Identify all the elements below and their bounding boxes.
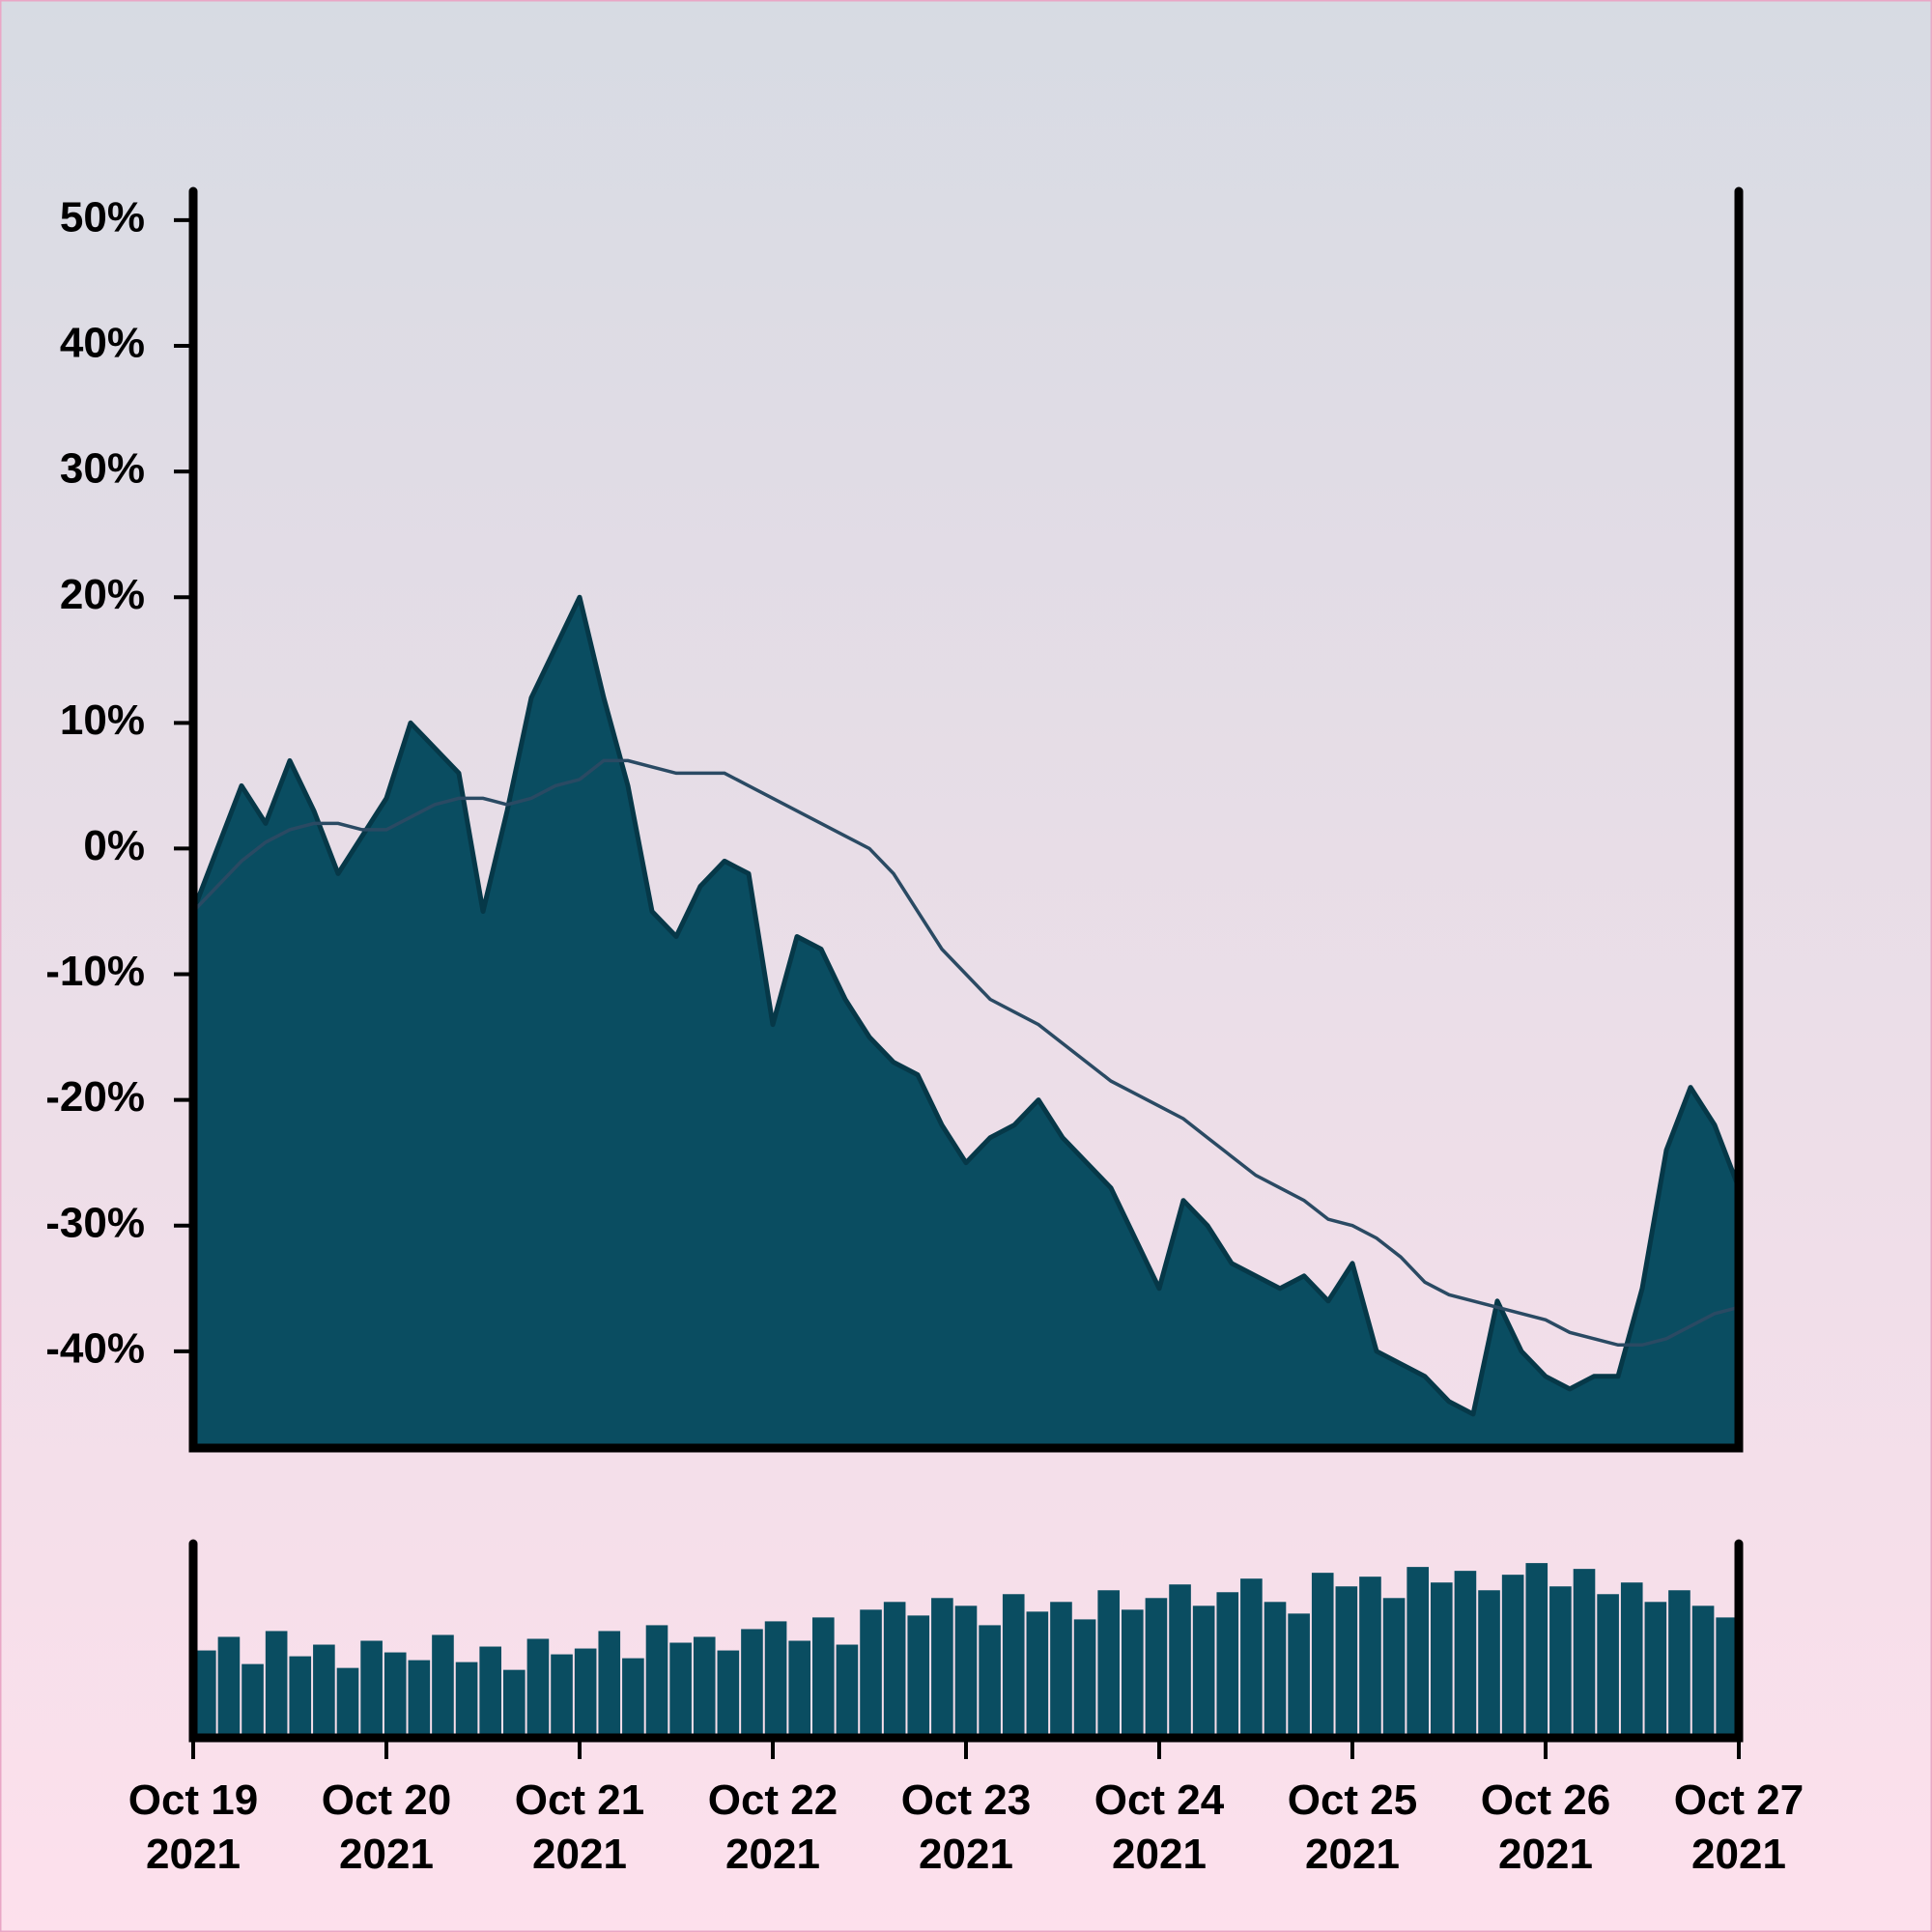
- volume-bar: [1620, 1582, 1643, 1738]
- volume-bar: [1644, 1602, 1667, 1738]
- y-tick-label: 40%: [60, 320, 145, 367]
- volume-bar: [336, 1667, 359, 1738]
- volume-bar: [1478, 1590, 1500, 1738]
- volume-bar: [1716, 1617, 1738, 1738]
- volume-bar: [289, 1656, 312, 1738]
- volume-bar: [1597, 1594, 1619, 1738]
- volume-bar: [645, 1625, 668, 1738]
- volume-bar: [1122, 1609, 1144, 1738]
- x-tick-label: Oct 25 2021: [1288, 1776, 1418, 1878]
- volume-bar: [741, 1629, 763, 1738]
- volume-bar: [384, 1652, 407, 1738]
- volume-bar: [812, 1617, 835, 1738]
- x-tick-label: Oct 19 2021: [128, 1776, 259, 1878]
- volume-bar: [1359, 1577, 1381, 1738]
- axes: -40% -30% -20% -10% 0% 10% 20% 30% 40% 50% Oct 19 2…: [45, 186, 1804, 1878]
- y-tick-label: 30%: [60, 445, 145, 493]
- volume-bar: [479, 1646, 501, 1738]
- volume-bar: [1525, 1563, 1548, 1738]
- x-tick-label: Oct 23 2021: [901, 1776, 1032, 1878]
- volume-bar: [788, 1640, 810, 1738]
- volume-plot: [194, 1563, 1738, 1738]
- volume-bar: [1549, 1586, 1572, 1738]
- volume-bar: [1073, 1619, 1096, 1738]
- volume-bar: [1145, 1598, 1168, 1738]
- volume-bar: [313, 1644, 335, 1738]
- y-tick-label: -10%: [45, 948, 145, 995]
- volume-bar: [1240, 1578, 1263, 1738]
- y-tick-label: -20%: [45, 1073, 145, 1121]
- x-tick-label: Oct 21 2021: [515, 1776, 645, 1878]
- x-tick-label: Oct 26 2021: [1481, 1776, 1611, 1878]
- y-tick-label: -40%: [45, 1324, 145, 1372]
- volume-bar: [1691, 1605, 1715, 1738]
- volume-bar: [242, 1663, 264, 1738]
- volume-bar: [1431, 1582, 1453, 1738]
- y-tick-label: 10%: [60, 696, 145, 744]
- volume-bar: [1216, 1592, 1239, 1738]
- volume-bar: [1169, 1584, 1191, 1738]
- volume-bar: [217, 1636, 241, 1738]
- price-plot: [193, 594, 1739, 1448]
- volume-bar: [408, 1660, 431, 1738]
- y-tick-label: 0%: [83, 822, 145, 869]
- volume-bar: [764, 1621, 787, 1738]
- volume-bar: [1454, 1571, 1477, 1738]
- x-tick-label: Oct 22 2021: [708, 1776, 838, 1878]
- volume-bar: [669, 1642, 692, 1738]
- y-tick-label: 20%: [60, 571, 145, 618]
- volume-bar: [598, 1631, 621, 1738]
- volume-bar: [622, 1658, 644, 1738]
- volume-bar: [954, 1605, 978, 1738]
- volume-bar: [907, 1615, 930, 1738]
- volume-bar: [1026, 1611, 1049, 1738]
- volume-bar: [432, 1634, 454, 1738]
- volume-bar: [931, 1598, 953, 1738]
- volume-bar: [455, 1662, 478, 1738]
- x-tick-label: Oct 24 2021: [1094, 1776, 1225, 1878]
- volume-bar: [503, 1669, 526, 1738]
- volume-bar: [1668, 1590, 1690, 1738]
- volume-bar: [360, 1640, 383, 1738]
- price-frame: [188, 186, 1744, 1453]
- volume-bar: [1050, 1602, 1072, 1738]
- volume-bar: [717, 1650, 740, 1738]
- volume-bar: [526, 1638, 550, 1738]
- volume-bar: [1382, 1598, 1406, 1738]
- volume-bar: [574, 1648, 597, 1738]
- volume-bar: [1501, 1575, 1524, 1738]
- volume-bar: [1192, 1605, 1215, 1738]
- volume-bar: [979, 1625, 1001, 1738]
- volume-bar: [836, 1644, 859, 1738]
- volume-bar: [1288, 1613, 1310, 1738]
- x-tick-label: Oct 20 2021: [322, 1776, 452, 1878]
- volume-bar: [693, 1636, 716, 1738]
- price-area: [193, 594, 1739, 1448]
- volume-bar: [1406, 1567, 1429, 1738]
- volume-bar: [265, 1631, 288, 1738]
- volume-bar: [1335, 1586, 1358, 1738]
- volume-bar: [860, 1609, 882, 1738]
- x-tick-label: Oct 27 2021: [1674, 1776, 1804, 1878]
- volume-bar: [1264, 1602, 1287, 1738]
- volume-bar: [194, 1650, 216, 1738]
- y-tick-label: -30%: [45, 1199, 145, 1246]
- trend-line: [193, 758, 1739, 1348]
- volume-bar: [883, 1602, 906, 1738]
- volume-bar: [551, 1654, 573, 1738]
- volume-bar: [1311, 1573, 1334, 1738]
- volume-bar: [1097, 1590, 1120, 1738]
- volume-bar: [1002, 1594, 1025, 1738]
- y-tick-label: 50%: [60, 194, 145, 242]
- volume-bar: [1573, 1569, 1596, 1738]
